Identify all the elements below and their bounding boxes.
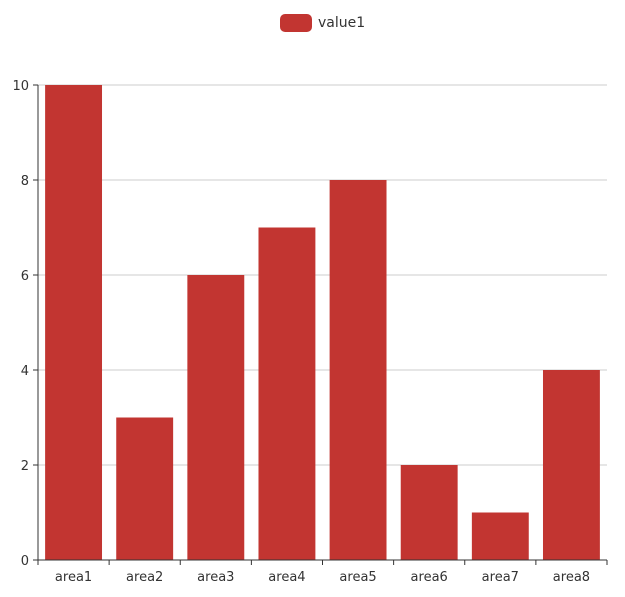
legend-swatch[interactable] <box>280 14 312 32</box>
x-tick-label: area2 <box>126 570 163 585</box>
y-tick-label: 10 <box>12 79 29 94</box>
bar-area1[interactable] <box>45 85 103 560</box>
bars-layer <box>45 85 600 560</box>
x-tick-label: area4 <box>268 570 305 585</box>
bar-area7[interactable] <box>471 512 529 561</box>
y-tick-label: 0 <box>21 554 29 569</box>
x-tick-label: area8 <box>553 570 590 585</box>
bar-area3[interactable] <box>187 275 245 560</box>
y-tick-label: 4 <box>21 364 29 379</box>
bar-area5[interactable] <box>329 180 387 560</box>
x-tick-label: area3 <box>197 570 234 585</box>
y-tick-label: 8 <box>21 174 29 189</box>
bar-area6[interactable] <box>400 465 458 560</box>
y-tick-label: 2 <box>21 459 29 474</box>
axis-layer: 0 2 4 6 8 10 area1 area2 area3 area4 area5 area6 are… <box>12 79 608 585</box>
x-tick-label: area7 <box>482 570 519 585</box>
bar-area4[interactable] <box>258 227 316 561</box>
x-tick-label: area6 <box>411 570 448 585</box>
bar-area2[interactable] <box>116 417 174 561</box>
grid-layer <box>38 84 607 466</box>
y-tick-label: 6 <box>21 269 29 284</box>
bar-area8[interactable] <box>542 370 600 560</box>
x-tick-label: area1 <box>55 570 92 585</box>
legend-label[interactable]: value1 <box>318 15 366 31</box>
x-tick-label: area5 <box>339 570 376 585</box>
legend[interactable]: value1 <box>280 14 365 32</box>
